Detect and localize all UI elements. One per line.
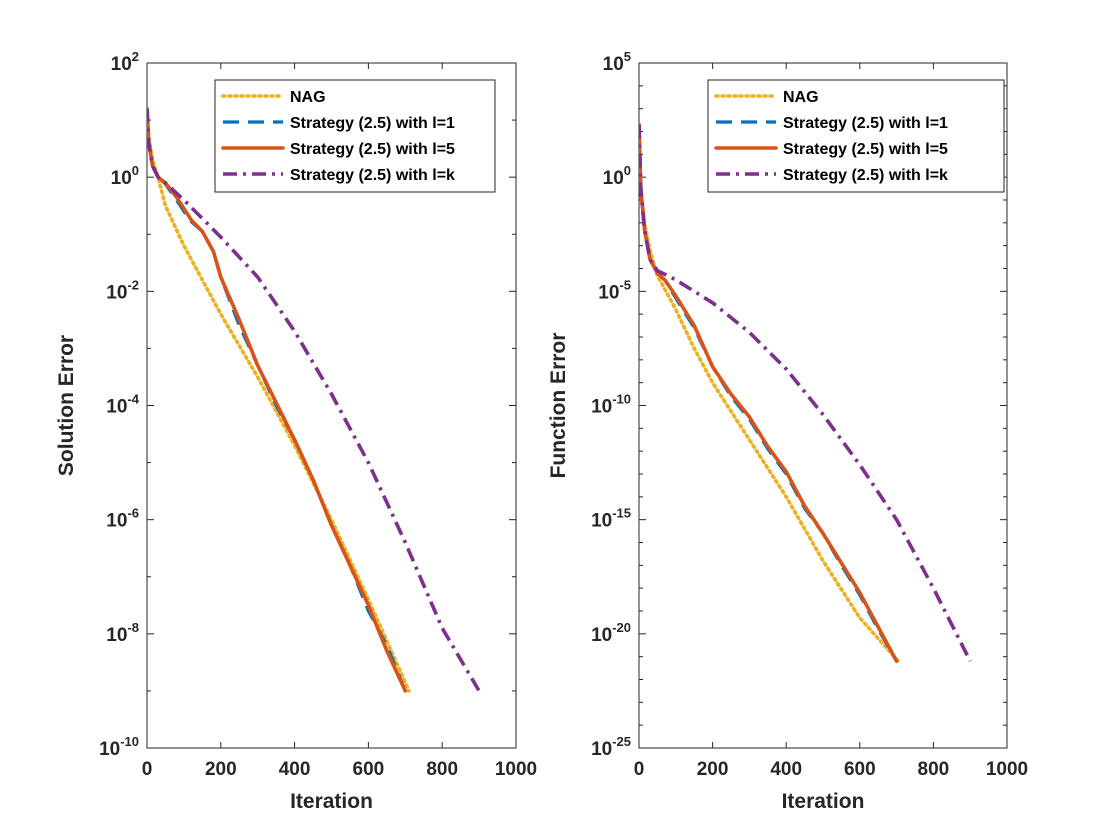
y-tick-label: 10-6 — [106, 506, 139, 532]
x-tick-label: 1000 — [495, 759, 537, 780]
series-group — [147, 106, 481, 693]
y-tick-label: 10-4 — [106, 392, 139, 418]
y-tick-label: 10-15 — [591, 506, 631, 532]
legend-label: NAG — [783, 89, 819, 106]
x-axis-title: Iteration — [782, 790, 865, 813]
series-group — [639, 122, 972, 666]
x-tick-label: 1000 — [986, 759, 1028, 780]
x-tick-label: 400 — [770, 759, 802, 780]
y-tick-label: 10-20 — [591, 620, 631, 646]
plot-panel-1: 0 200 400 600 800 1000 10-10 10-8 10-6 10-4 10-2 10… — [55, 49, 537, 813]
y-tick-label: 100 — [603, 163, 631, 189]
series-line-solid — [639, 122, 899, 664]
legend-label: Strategy (2.5) with l=1 — [783, 115, 948, 132]
legend-label: Strategy (2.5) with l=1 — [290, 115, 455, 132]
series-line-dashdot — [639, 124, 972, 663]
legend: NAG Strategy (2.5) with l=1 Strategy (2.5)… — [707, 79, 1005, 193]
y-tick-label: 102 — [111, 49, 139, 75]
x-tick-label: 0 — [142, 759, 153, 780]
y-axis-title: Function Error — [547, 333, 570, 479]
y-tick-label: 10-5 — [598, 277, 631, 303]
x-tick-label: 200 — [697, 759, 729, 780]
legend-label: Strategy (2.5) with l=5 — [783, 141, 948, 158]
y-tick-label: 10-8 — [106, 620, 139, 646]
x-tick-label: 0 — [634, 759, 645, 780]
y-axis-title: Solution Error — [55, 335, 78, 476]
series-line-dashdot — [147, 108, 481, 692]
y-tick-label: 100 — [111, 163, 139, 189]
x-tick-label: 600 — [353, 759, 385, 780]
x-axis-title: Iteration — [290, 790, 373, 813]
y-tick-label: 10-2 — [106, 277, 139, 303]
series-line-solid — [147, 106, 408, 693]
legend-label: Strategy (2.5) with l=k — [783, 167, 948, 184]
x-tick-label: 400 — [279, 759, 311, 780]
x-tick-label: 800 — [918, 759, 950, 780]
legend: NAG Strategy (2.5) with l=1 Strategy (2.5)… — [214, 79, 496, 193]
legend-label: Strategy (2.5) with l=5 — [290, 141, 455, 158]
legend-label: NAG — [290, 89, 326, 106]
plot-panel-2: 0 200 400 600 800 1000 10-25 10-20 10-15 10-10 10-… — [547, 49, 1028, 813]
y-tick-label: 10-25 — [591, 734, 631, 760]
y-tick-label: 10-10 — [591, 392, 631, 418]
y-tick-label: 10-10 — [99, 734, 139, 760]
x-tick-label: 600 — [844, 759, 876, 780]
x-tick-label: 800 — [426, 759, 458, 780]
y-tick-label: 105 — [603, 49, 631, 75]
legend-label: Strategy (2.5) with l=k — [290, 167, 455, 184]
x-tick-label: 200 — [205, 759, 237, 780]
